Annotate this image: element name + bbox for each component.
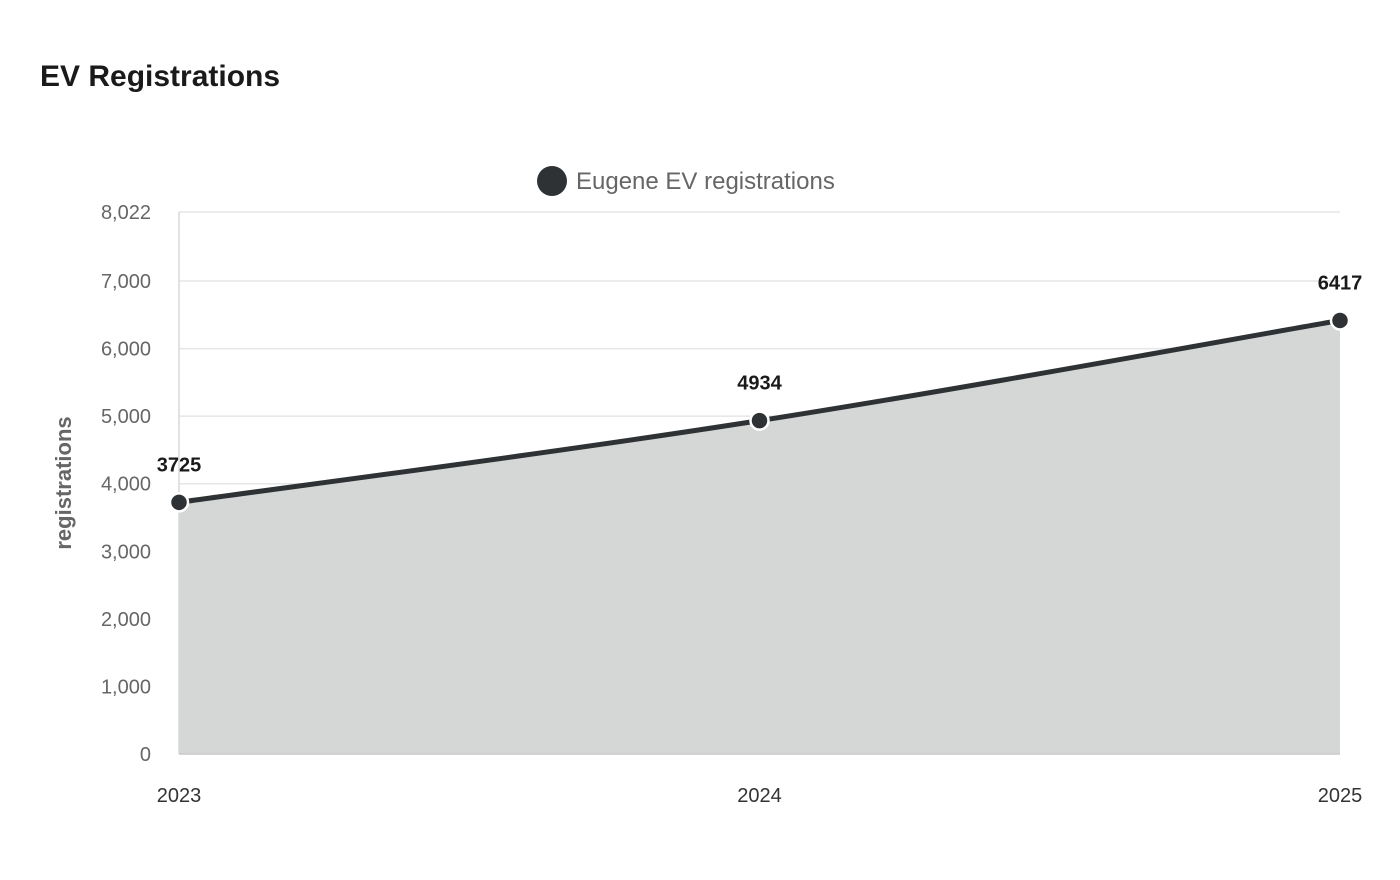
y-tick-label: 4,000 <box>101 474 151 496</box>
data-label: 4934 <box>737 373 782 395</box>
y-tick-label: 2,000 <box>101 609 151 631</box>
y-tick-label: 8,022 <box>101 202 151 224</box>
data-point <box>1329 310 1351 331</box>
series-area <box>179 320 1340 754</box>
series-area-layer <box>179 320 1340 754</box>
data-label: 3725 <box>157 454 202 476</box>
y-axis-title: registrations <box>51 416 76 549</box>
tick-labels: 0 1,000 2,000 3,000 4,000 5,000 6,000 7,000 8,02… <box>101 202 1362 807</box>
legend-marker-icon <box>537 166 567 196</box>
y-tick-label: 1,000 <box>101 676 151 698</box>
page-title: EV Registrations <box>40 60 281 93</box>
y-tick-label: 5,000 <box>101 406 151 428</box>
y-tick-label: 6,000 <box>101 339 151 361</box>
legend: Eugene EV registrations <box>537 166 835 196</box>
data-point <box>749 410 770 431</box>
axes <box>178 212 1340 755</box>
y-tick-label: 0 <box>140 744 151 766</box>
data-points <box>168 310 1351 513</box>
y-tick-label: 7,000 <box>101 271 151 293</box>
x-tick-label: 2025 <box>1318 785 1363 807</box>
legend-label: Eugene EV registrations <box>576 168 835 195</box>
data-labels: 3725 4934 6417 <box>157 272 1363 476</box>
data-label: 6417 <box>1318 272 1363 294</box>
y-tick-label: 3,000 <box>101 541 151 563</box>
data-point <box>168 492 190 513</box>
x-tick-label: 2024 <box>737 785 782 807</box>
x-tick-label: 2023 <box>157 785 202 807</box>
